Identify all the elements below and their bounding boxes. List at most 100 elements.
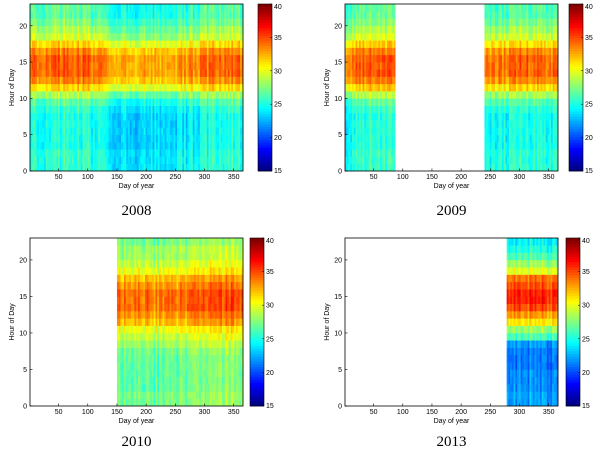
heatmap-cell (517, 141, 520, 150)
heatmap-cell (45, 4, 48, 12)
heatmap-cell (538, 54, 541, 63)
heatmap-cell (79, 134, 82, 143)
heatmap-cell (42, 98, 45, 106)
heatmap-cell (139, 303, 142, 312)
heatmap-cell (554, 112, 557, 121)
heatmap-cell (196, 83, 199, 92)
heatmap-cell (86, 91, 89, 99)
heatmap-cell (538, 156, 541, 165)
heatmap-cell (136, 112, 139, 121)
heatmap-cell (552, 25, 555, 34)
heatmap-cell (240, 134, 243, 143)
heatmap-cell (77, 54, 80, 63)
heatmap-cell (72, 163, 75, 172)
heatmap-cell (208, 40, 211, 48)
heatmap-cell (89, 76, 92, 85)
heatmap-cell (222, 11, 225, 19)
heatmap-cell (77, 62, 80, 70)
heatmap-cell (531, 120, 534, 128)
heatmap-cell (65, 112, 68, 121)
heatmap-cell (120, 238, 123, 246)
heatmap-cell (222, 163, 225, 172)
heatmap-cell (353, 69, 356, 77)
heatmap-cell (345, 163, 348, 172)
heatmap-cell (234, 120, 237, 128)
heatmap-cell (42, 25, 45, 34)
heatmap-cell (157, 105, 160, 114)
heatmap-cell (226, 127, 229, 135)
heatmap-cell (116, 369, 119, 378)
heatmap-cell (152, 134, 155, 143)
heatmap-cell (545, 156, 548, 165)
heatmap-cell (229, 11, 232, 19)
heatmap-cell (240, 25, 243, 34)
heatmap-cell (100, 134, 103, 143)
heatmap-cell (72, 120, 75, 128)
heatmap-cell (196, 149, 199, 157)
heatmap-cell (212, 141, 215, 150)
heatmap-cell (118, 296, 121, 305)
heatmap-cell (79, 18, 82, 27)
heatmap-cell (121, 105, 124, 114)
heatmap-cell (367, 120, 370, 128)
heatmap-cell (519, 62, 522, 70)
heatmap-cell (220, 127, 223, 135)
colorbar-segment (569, 110, 583, 114)
heatmap-cell (508, 134, 512, 143)
heatmap-cell (543, 33, 547, 41)
heatmap-cell (231, 134, 234, 143)
heatmap-cell (49, 120, 52, 128)
heatmap-cell (213, 54, 216, 63)
heatmap-cell (484, 105, 487, 114)
heatmap-cell (371, 54, 374, 63)
heatmap-cell (381, 40, 384, 48)
heatmap-cell (493, 149, 496, 157)
heatmap-cell (371, 4, 374, 12)
heatmap-cell (486, 112, 489, 121)
colorbar-segment (258, 77, 272, 81)
heatmap-cell (374, 83, 377, 92)
heatmap-cell (154, 11, 157, 19)
heatmap-cell (129, 391, 132, 399)
heatmap-cell (61, 18, 64, 27)
heatmap-cell (47, 83, 50, 92)
heatmap-cell (198, 54, 201, 63)
heatmap-cell (505, 91, 508, 99)
heatmap-cell (30, 149, 33, 157)
heatmap-cell (110, 54, 113, 63)
heatmap-cell (229, 40, 232, 48)
heatmap-cell (526, 163, 529, 172)
heatmap-cell (44, 156, 47, 165)
heatmap-cell (119, 141, 122, 150)
heatmap-cell (84, 141, 87, 150)
heatmap-cell (87, 47, 90, 56)
heatmap-cell (528, 156, 531, 165)
heatmap-cell (136, 325, 139, 334)
heatmap-cell (498, 4, 501, 12)
heatmap-cell (150, 98, 153, 106)
heatmap-cell (105, 62, 108, 70)
heatmap-cell (194, 149, 197, 157)
heatmap-cell (117, 149, 120, 157)
heatmap-cell (194, 11, 197, 19)
heatmap-cell (224, 4, 227, 12)
heatmap-cell (556, 98, 559, 106)
heatmap-cell (362, 83, 365, 92)
heatmap-cell (122, 98, 125, 106)
heatmap-cell (137, 325, 141, 334)
heatmap-cell (371, 33, 374, 41)
heatmap-cell (233, 149, 236, 157)
heatmap-cell (142, 11, 145, 19)
heatmap-cell (136, 76, 139, 85)
heatmap-cell (101, 25, 104, 34)
heatmap-cell (378, 134, 381, 143)
heatmap-cell (140, 11, 143, 19)
heatmap-cell (531, 25, 534, 34)
heatmap-cell (154, 18, 157, 27)
heatmap-cell (157, 112, 160, 121)
heatmap-cell (362, 47, 365, 56)
heatmap-cell (367, 127, 370, 135)
heatmap-cell (501, 163, 505, 172)
heatmap-cell (369, 149, 372, 157)
heatmap-cell (185, 120, 188, 128)
